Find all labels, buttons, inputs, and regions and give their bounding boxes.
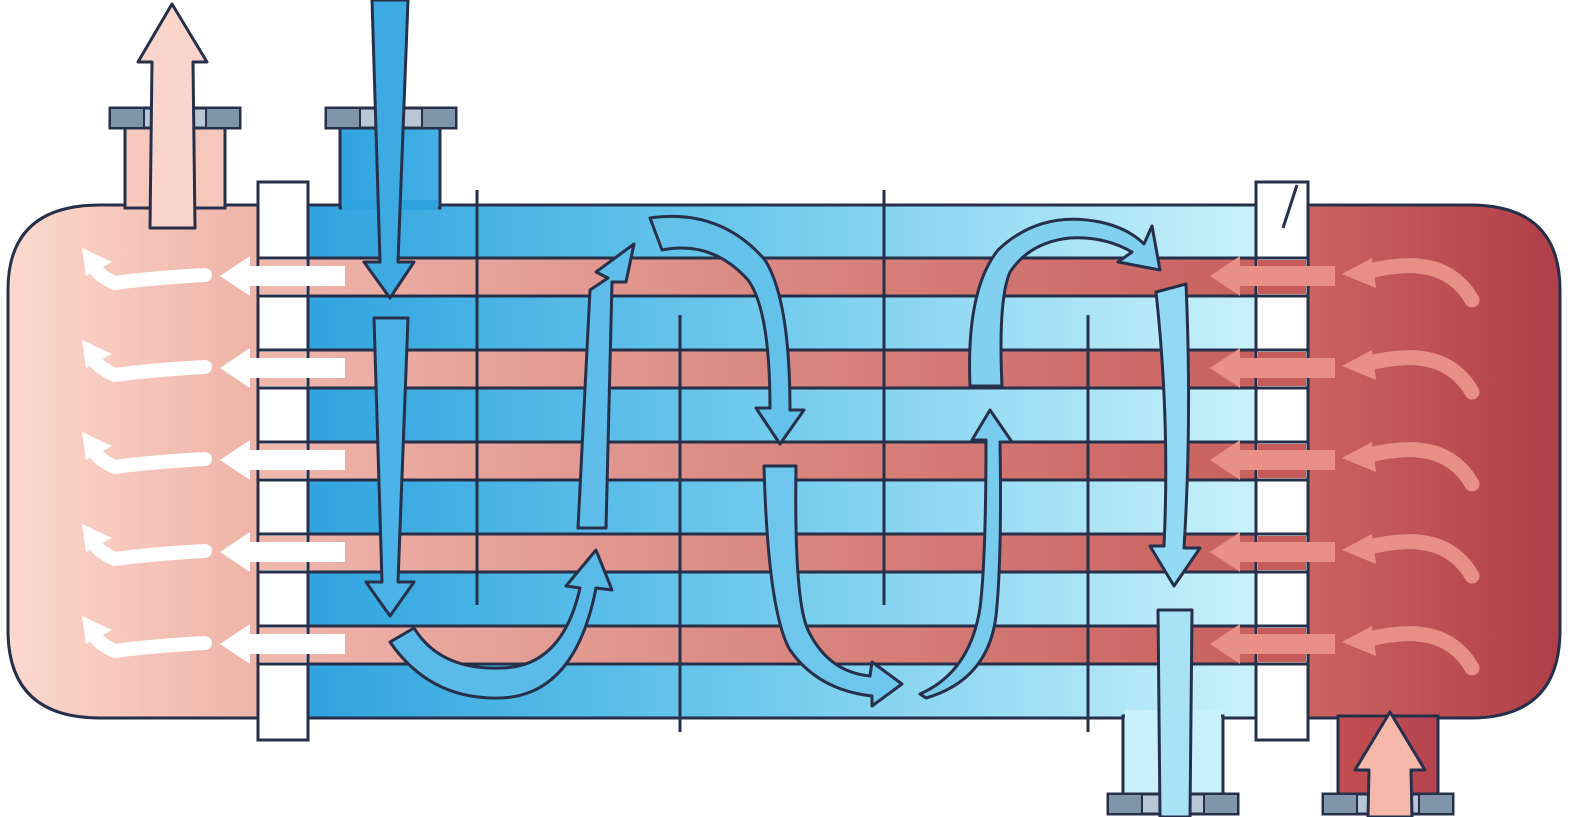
tube-arrow-right-icon <box>1210 348 1335 388</box>
tube-arrow-left-icon <box>220 624 345 664</box>
cold-flow-arrow <box>762 464 904 708</box>
left-head-flow-arrows <box>85 257 212 659</box>
hot-inlet-arrow <box>1353 710 1427 817</box>
tube-arrow-left-icon <box>220 532 345 572</box>
right-head-flow-arrows <box>1360 258 1480 676</box>
tube-bundle <box>256 256 1310 666</box>
cold-inlet-arrow <box>362 0 416 300</box>
cold-outlet-arrow <box>1156 608 1194 817</box>
tube-arrow-left-icon <box>220 256 345 296</box>
tube-flow-arrows-left <box>220 256 345 664</box>
right-head <box>1303 203 1562 720</box>
hot-outlet-arrow <box>136 2 209 230</box>
baffles <box>475 190 1090 732</box>
cold-flow-arrow <box>364 316 416 618</box>
cold-flow-path <box>362 0 1202 817</box>
tube-arrow-right-icon <box>1210 440 1335 480</box>
cold-flow-arrow <box>388 548 614 700</box>
right-head-arrowheads <box>1342 258 1376 656</box>
cold-flow-arrow <box>1148 282 1202 588</box>
tube-arrow-left-icon <box>220 348 345 388</box>
cold-flow-arrow <box>648 214 806 446</box>
left-head-arrowheads <box>82 248 112 644</box>
tube-arrow-right-icon <box>1210 532 1335 572</box>
tube-arrow-left-icon <box>220 440 345 480</box>
cold-flow-arrow <box>576 242 636 530</box>
tube-flow-arrows-right <box>1210 256 1335 664</box>
tube-arrow-right-icon <box>1210 256 1335 296</box>
cold-flow-arrow <box>968 217 1162 388</box>
cold-flow-arrow <box>918 408 1014 700</box>
tube-arrow-right-icon <box>1210 624 1335 664</box>
